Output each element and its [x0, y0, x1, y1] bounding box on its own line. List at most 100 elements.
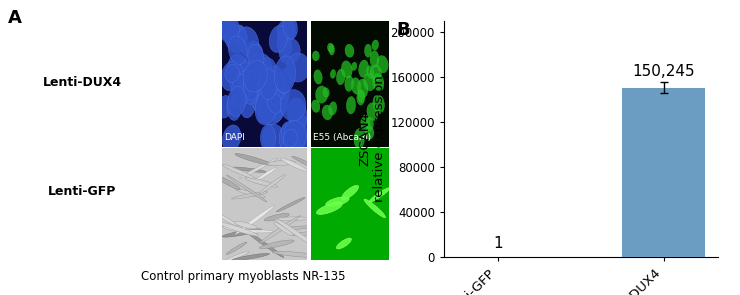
Ellipse shape: [226, 96, 240, 120]
Ellipse shape: [291, 231, 322, 236]
Ellipse shape: [222, 226, 258, 234]
Ellipse shape: [233, 25, 247, 47]
Ellipse shape: [244, 230, 284, 258]
Ellipse shape: [284, 121, 306, 149]
Ellipse shape: [226, 242, 247, 255]
Ellipse shape: [255, 89, 278, 125]
Ellipse shape: [370, 51, 379, 67]
Ellipse shape: [260, 240, 295, 249]
Ellipse shape: [255, 58, 276, 86]
Ellipse shape: [286, 53, 310, 82]
Ellipse shape: [236, 189, 266, 197]
Ellipse shape: [345, 44, 354, 57]
Text: A: A: [8, 9, 21, 27]
Ellipse shape: [275, 81, 289, 104]
Ellipse shape: [238, 27, 259, 57]
Ellipse shape: [264, 214, 289, 221]
Ellipse shape: [330, 70, 336, 78]
Ellipse shape: [223, 251, 249, 263]
Ellipse shape: [342, 185, 359, 199]
Ellipse shape: [352, 62, 357, 71]
Ellipse shape: [223, 125, 240, 152]
Ellipse shape: [245, 178, 278, 187]
Ellipse shape: [365, 127, 374, 139]
Ellipse shape: [235, 205, 275, 235]
Ellipse shape: [227, 54, 249, 92]
Ellipse shape: [246, 41, 263, 64]
Ellipse shape: [277, 197, 305, 212]
Ellipse shape: [232, 167, 266, 172]
Ellipse shape: [218, 10, 239, 44]
Ellipse shape: [275, 92, 289, 112]
Ellipse shape: [260, 69, 277, 100]
Ellipse shape: [329, 45, 334, 55]
Ellipse shape: [271, 102, 283, 122]
Text: Control primary myoblasts NR-135: Control primary myoblasts NR-135: [141, 270, 346, 283]
Ellipse shape: [372, 73, 384, 92]
Ellipse shape: [312, 100, 320, 112]
Text: Lenti-DUX4: Lenti-DUX4: [43, 76, 122, 89]
Ellipse shape: [271, 90, 288, 112]
Ellipse shape: [371, 40, 379, 50]
Ellipse shape: [364, 199, 386, 218]
Ellipse shape: [238, 69, 259, 104]
Y-axis label: ZSCAN4
relative expression: ZSCAN4 relative expression: [358, 75, 386, 202]
Ellipse shape: [363, 73, 375, 91]
Ellipse shape: [317, 202, 343, 214]
Ellipse shape: [246, 54, 272, 89]
Text: B: B: [396, 21, 409, 39]
Ellipse shape: [360, 115, 371, 133]
Ellipse shape: [377, 55, 389, 73]
Ellipse shape: [341, 61, 352, 78]
Ellipse shape: [267, 92, 282, 113]
Ellipse shape: [366, 117, 374, 131]
Ellipse shape: [337, 238, 351, 249]
Ellipse shape: [253, 88, 278, 119]
Ellipse shape: [255, 167, 277, 181]
Ellipse shape: [280, 123, 298, 157]
Ellipse shape: [365, 44, 371, 57]
Ellipse shape: [232, 192, 268, 199]
Ellipse shape: [226, 175, 267, 202]
Ellipse shape: [275, 219, 315, 246]
Ellipse shape: [258, 104, 272, 123]
Ellipse shape: [266, 160, 296, 165]
Ellipse shape: [269, 25, 288, 53]
Ellipse shape: [280, 89, 306, 121]
Ellipse shape: [366, 66, 374, 78]
Ellipse shape: [283, 15, 297, 39]
Ellipse shape: [283, 130, 297, 148]
Bar: [622, 88, 705, 257]
Ellipse shape: [292, 156, 320, 171]
Text: DAPI: DAPI: [224, 133, 246, 142]
Ellipse shape: [315, 86, 328, 103]
Ellipse shape: [216, 222, 258, 236]
Ellipse shape: [264, 65, 283, 99]
Ellipse shape: [367, 103, 379, 121]
Ellipse shape: [235, 222, 257, 229]
Text: 150,245: 150,245: [633, 64, 695, 79]
Ellipse shape: [248, 75, 272, 112]
Ellipse shape: [327, 43, 334, 52]
Ellipse shape: [283, 226, 314, 230]
Ellipse shape: [209, 209, 238, 226]
Ellipse shape: [314, 70, 322, 84]
Ellipse shape: [280, 158, 308, 171]
Ellipse shape: [240, 158, 278, 178]
Ellipse shape: [248, 44, 264, 71]
Ellipse shape: [277, 19, 295, 43]
Ellipse shape: [238, 59, 262, 95]
Ellipse shape: [272, 251, 319, 258]
Ellipse shape: [232, 253, 269, 260]
Ellipse shape: [246, 71, 260, 92]
Ellipse shape: [259, 174, 286, 194]
Ellipse shape: [216, 11, 236, 41]
Ellipse shape: [228, 86, 246, 117]
Ellipse shape: [370, 65, 381, 81]
Ellipse shape: [243, 60, 267, 92]
Ellipse shape: [265, 72, 286, 106]
Text: Lenti-GFP: Lenti-GFP: [48, 185, 116, 198]
Ellipse shape: [275, 56, 295, 93]
Ellipse shape: [357, 79, 368, 98]
Ellipse shape: [235, 58, 251, 86]
